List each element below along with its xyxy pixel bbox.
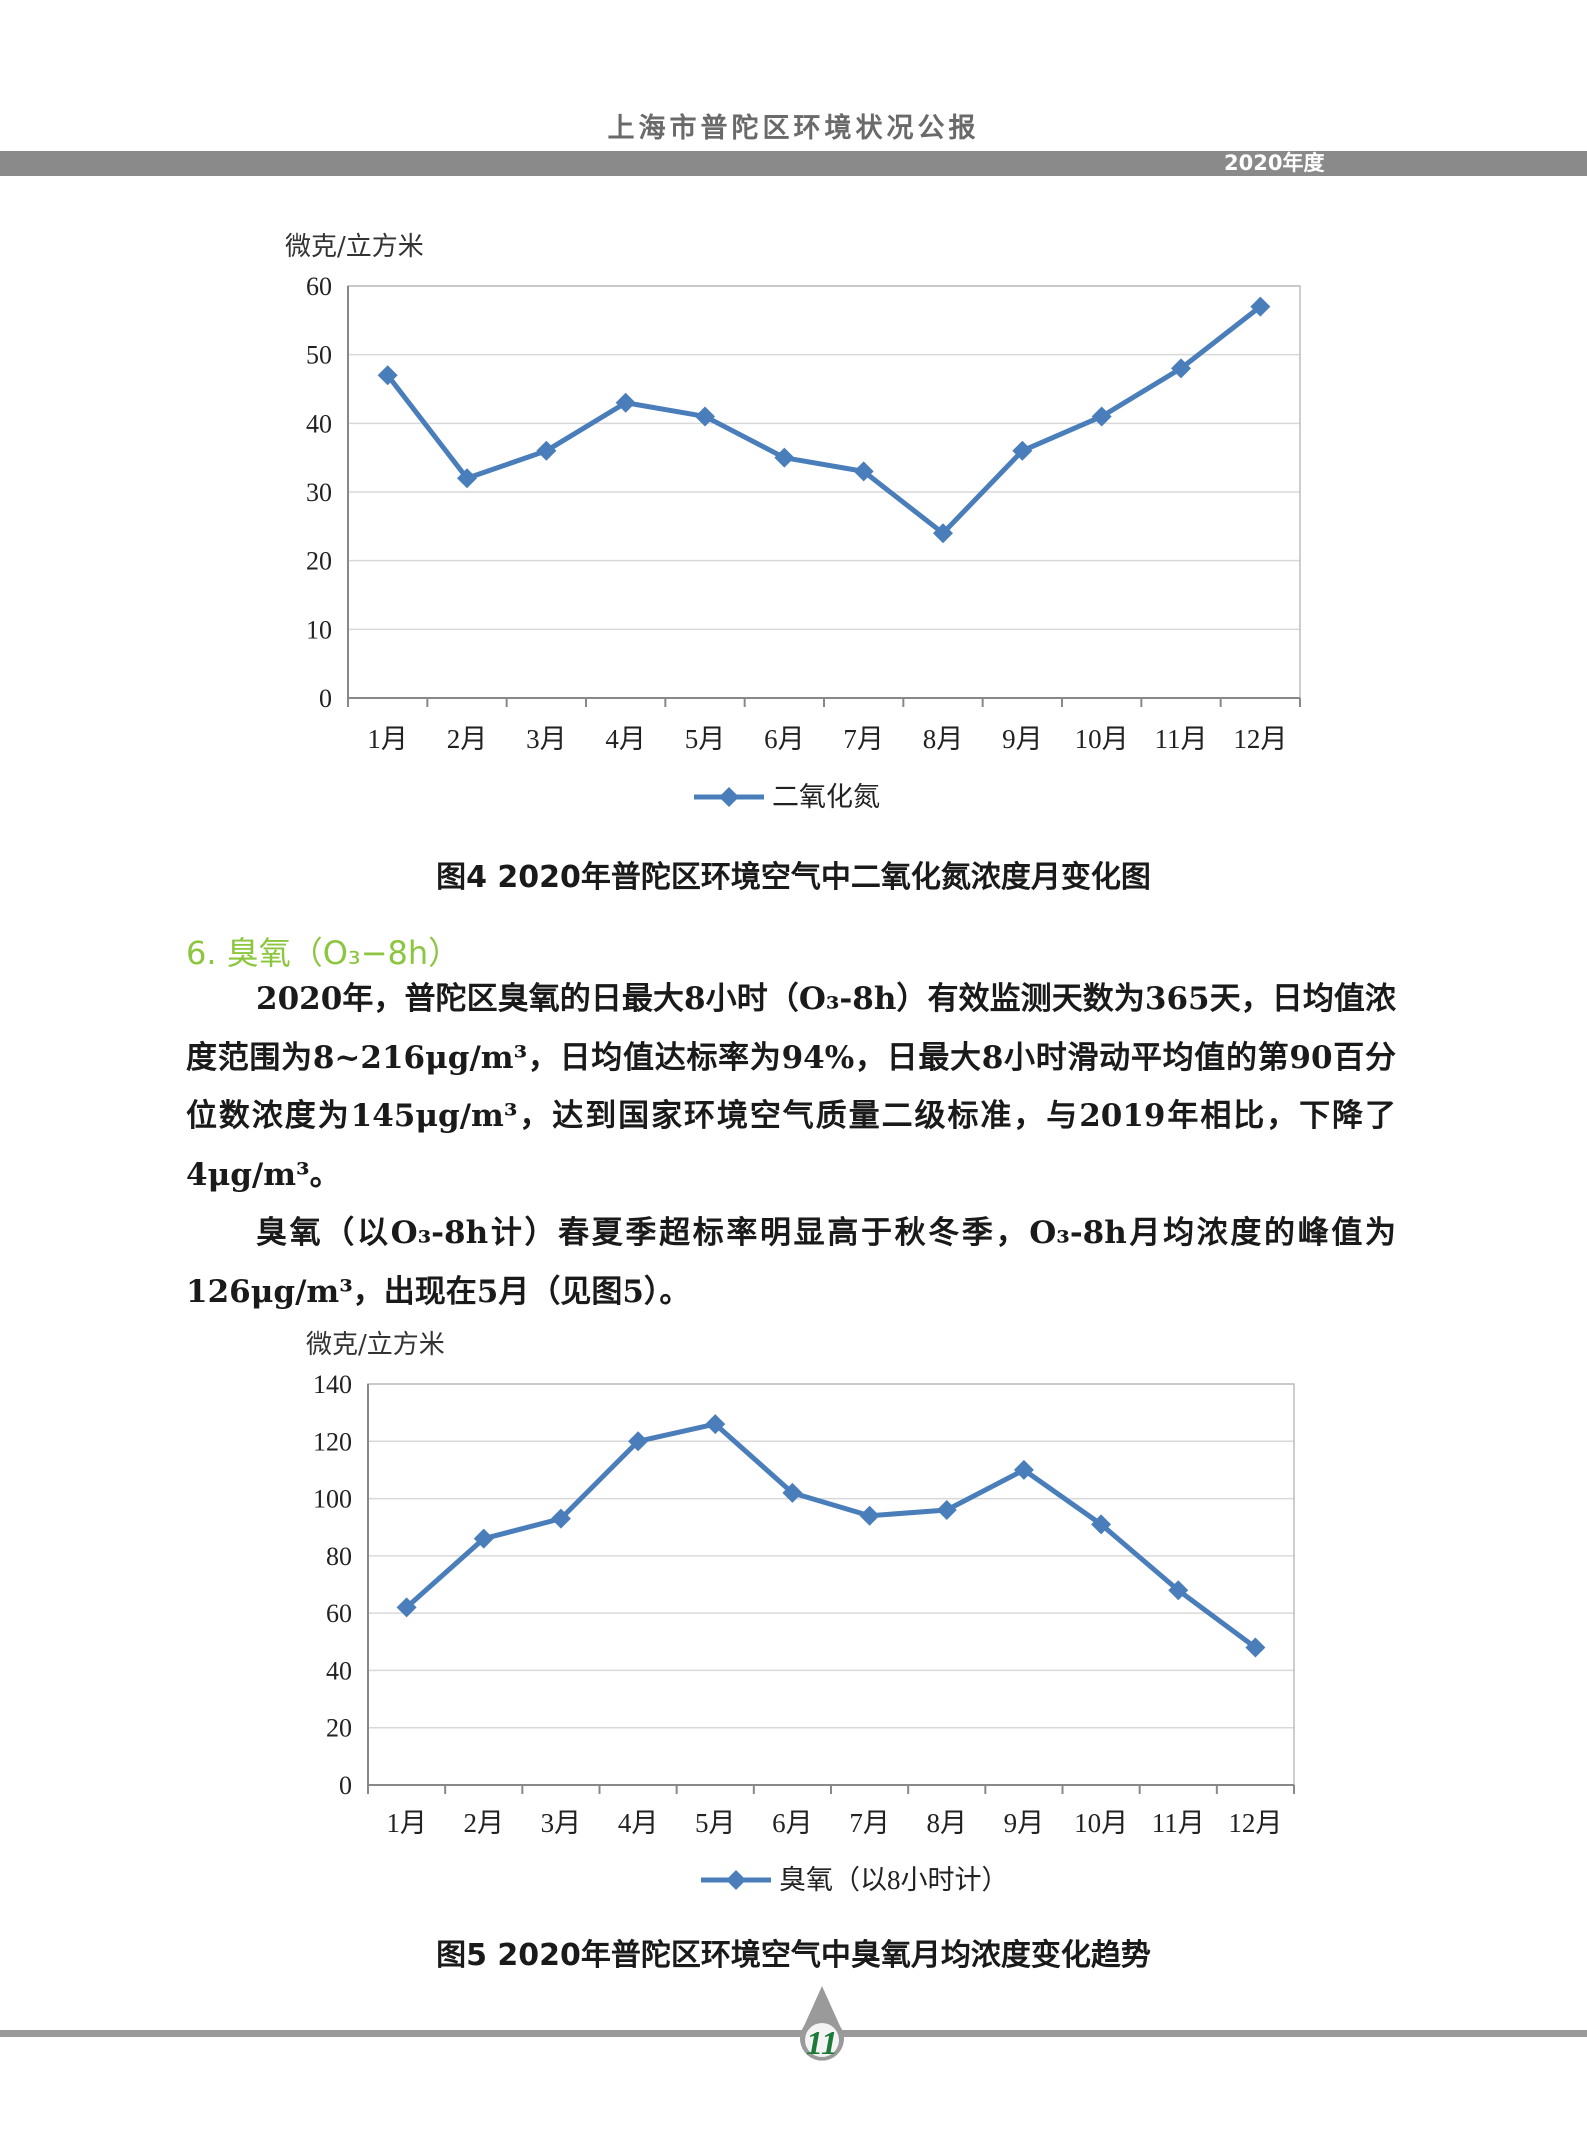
y-tick-label: 100 <box>313 1485 352 1514</box>
figure5-caption: 图5 2020年普陀区环境空气中臭氧月均浓度变化趋势 <box>436 1938 1151 1973</box>
y-tick-label: 20 <box>326 1714 352 1743</box>
x-tick-label: 10月 <box>1074 1808 1128 1838</box>
data-point <box>457 468 477 489</box>
y-tick-label: 0 <box>339 1771 352 1800</box>
x-tick-label: 7月 <box>843 724 884 754</box>
x-tick-label: 7月 <box>849 1808 890 1838</box>
y-tick-label: 60 <box>306 272 332 301</box>
series-line <box>385 304 1262 536</box>
legend-label: 臭氧（以8小时计） <box>779 1865 1009 1895</box>
x-tick-label: 12月 <box>1228 1808 1282 1838</box>
data-point <box>933 523 953 544</box>
x-tick-label: 4月 <box>605 724 646 754</box>
data-point <box>396 1597 417 1618</box>
chart-no2: 0 10 20 30 40 50 60 1月 2月 3月 4月 5月 6月 7月 8月 9月 10月 11月 12月… <box>306 272 1301 812</box>
x-tick-label: 12月 <box>1233 724 1287 754</box>
y-tick-label: 40 <box>326 1656 352 1685</box>
data-point <box>1168 1580 1189 1601</box>
chart1-unit-label: 微克/立方米 <box>285 232 424 262</box>
data-point <box>1245 1637 1266 1658</box>
x-tick-label: 2月 <box>464 1808 505 1838</box>
y-tick-label: 120 <box>313 1427 352 1456</box>
header-band <box>0 151 1587 176</box>
data-point <box>774 447 795 468</box>
paragraph-1: 2020年，普陀区臭氧的日最大8小时（O₃-8h）有效监测天数为365天，日均值… <box>186 981 1396 1193</box>
figure4-caption: 图4 2020年普陀区环境空气中二氧化氮浓度月变化图 <box>436 860 1151 895</box>
x-tick-label: 9月 <box>1002 724 1043 754</box>
chart-o3: 0 20 40 60 80 100 120 140 1月 2月 3月 4月 5月 6月 7月 8月 9月 10月 1… <box>313 1370 1295 1895</box>
x-tick-label: 6月 <box>764 724 805 754</box>
x-tick-label: 11月 <box>1155 724 1208 754</box>
paragraph-2: 臭氧（以O₃-8h计）春夏季超标率明显高于秋冬季，O₃-8h月均浓度的峰值为12… <box>186 1215 1396 1310</box>
y-tick-label: 50 <box>306 341 332 370</box>
y-tick-label: 30 <box>306 478 332 507</box>
y-tick-label: 140 <box>313 1370 352 1399</box>
data-point <box>377 365 398 386</box>
page-drop-icon: 11 <box>800 1986 844 2062</box>
data-point <box>473 1528 494 1549</box>
page-number: 11 <box>806 2025 838 2062</box>
x-tick-label: 9月 <box>1004 1808 1045 1838</box>
data-point <box>782 1482 803 1503</box>
x-tick-label: 2月 <box>447 724 488 754</box>
data-point <box>1012 440 1033 461</box>
legend-marker <box>726 1870 746 1890</box>
data-point <box>1171 358 1191 379</box>
x-tick-label: 1月 <box>386 1808 427 1838</box>
data-point <box>1013 1459 1034 1480</box>
data-point <box>615 392 636 413</box>
x-tick-label: 6月 <box>772 1808 813 1838</box>
x-tick-label: 3月 <box>541 1808 582 1838</box>
data-point <box>628 1431 649 1452</box>
data-point <box>936 1500 957 1521</box>
y-tick-label: 80 <box>326 1542 352 1571</box>
data-point <box>853 461 874 482</box>
x-tick-label: 10月 <box>1075 724 1129 754</box>
data-point <box>695 406 715 427</box>
data-point <box>1091 1514 1112 1535</box>
plot-border <box>367 1383 1295 1786</box>
data-point <box>859 1505 880 1526</box>
y-tick-label: 10 <box>306 615 332 644</box>
report-year: 2020年度 <box>1224 151 1325 175</box>
data-point <box>550 1508 571 1529</box>
y-tick-label: 20 <box>306 547 332 576</box>
data-point <box>1250 296 1271 317</box>
series-line <box>404 1421 1257 1650</box>
report-title: 上海市普陀区环境状况公报 <box>607 113 980 144</box>
x-tick-label: 3月 <box>526 724 567 754</box>
footer-line <box>0 2030 1587 2037</box>
x-tick-label: 4月 <box>618 1808 659 1838</box>
section-heading: 6. 臭氧（O₃−8h） <box>186 934 461 972</box>
x-tick-label: 8月 <box>927 1808 968 1838</box>
chart2-unit-label: 微克/立方米 <box>306 1330 445 1360</box>
y-tick-label: 40 <box>306 409 332 438</box>
y-tick-label: 60 <box>326 1599 352 1628</box>
data-point <box>705 1414 726 1435</box>
data-point <box>1091 406 1112 427</box>
x-tick-label: 5月 <box>685 724 726 754</box>
y-tick-label: 0 <box>319 684 332 713</box>
x-tick-label: 11月 <box>1152 1808 1205 1838</box>
x-tick-label: 5月 <box>695 1808 736 1838</box>
legend-marker <box>719 787 739 807</box>
legend-label: 二氧化氮 <box>772 782 880 812</box>
x-tick-label: 8月 <box>923 724 964 754</box>
x-tick-label: 1月 <box>367 724 408 754</box>
data-point <box>536 440 557 461</box>
